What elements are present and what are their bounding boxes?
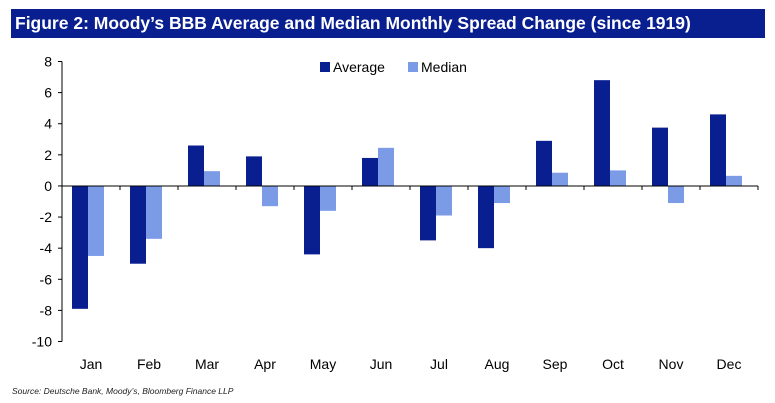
legend-swatch-median	[408, 62, 418, 72]
x-tick-label-jan: Jan	[80, 356, 103, 372]
legend-swatch-average	[320, 62, 330, 72]
bar-median-mar	[204, 171, 220, 186]
bar-median-nov	[668, 185, 684, 204]
x-tick-label-jun: Jun	[370, 356, 393, 372]
y-tick-label: -10	[32, 334, 52, 350]
x-tick-label-feb: Feb	[137, 356, 161, 372]
y-tick-label: -6	[40, 271, 53, 287]
bar-median-apr	[262, 185, 278, 207]
x-tick-label-mar: Mar	[195, 356, 219, 372]
y-tick-label: 6	[44, 85, 52, 101]
x-tick-label-apr: Apr	[254, 356, 276, 372]
x-tick-label-aug: Aug	[485, 356, 510, 372]
legend-label-median: Median	[421, 59, 467, 75]
y-tick-label: 0	[44, 178, 52, 194]
legend-label-average: Average	[333, 59, 385, 75]
bar-average-oct	[594, 80, 610, 186]
x-tick-label-oct: Oct	[602, 356, 624, 372]
bar-average-nov	[652, 127, 668, 186]
bar-median-dec	[726, 175, 742, 186]
y-tick-label: 8	[44, 54, 52, 70]
x-tick-label-dec: Dec	[717, 356, 742, 372]
bar-average-jan	[72, 185, 88, 309]
x-tick-label-sep: Sep	[543, 356, 568, 372]
bar-average-jun	[362, 157, 378, 186]
x-tick-label-may: May	[310, 356, 336, 372]
bar-average-dec	[710, 114, 726, 186]
y-tick-label: 4	[44, 116, 52, 132]
y-tick-label: -2	[40, 209, 53, 225]
bar-median-jan	[88, 185, 104, 256]
bar-average-sep	[536, 140, 552, 186]
bar-median-jul	[436, 185, 452, 216]
x-tick-label-nov: Nov	[659, 356, 684, 372]
bar-average-feb	[130, 185, 146, 264]
bar-median-may	[320, 185, 336, 211]
chart-title: Figure 2: Moody’s BBB Average and Median…	[11, 9, 765, 38]
bar-average-aug	[478, 185, 494, 249]
bar-median-oct	[610, 170, 626, 186]
bar-median-feb	[146, 185, 162, 239]
bar-median-sep	[552, 172, 568, 186]
y-tick-label: -4	[40, 240, 53, 256]
y-tick-label: 2	[44, 147, 52, 163]
x-tick-label-jul: Jul	[430, 356, 448, 372]
bar-average-apr	[246, 156, 262, 186]
bar-average-jul	[420, 185, 436, 241]
source-note: Source: Deutsche Bank, Moody’s, Bloomber…	[12, 386, 234, 396]
bar-average-mar	[188, 145, 204, 186]
bar-average-may	[304, 185, 320, 255]
y-tick-label: -8	[40, 302, 53, 318]
bar-median-aug	[494, 185, 510, 204]
bar-median-jun	[378, 147, 394, 186]
